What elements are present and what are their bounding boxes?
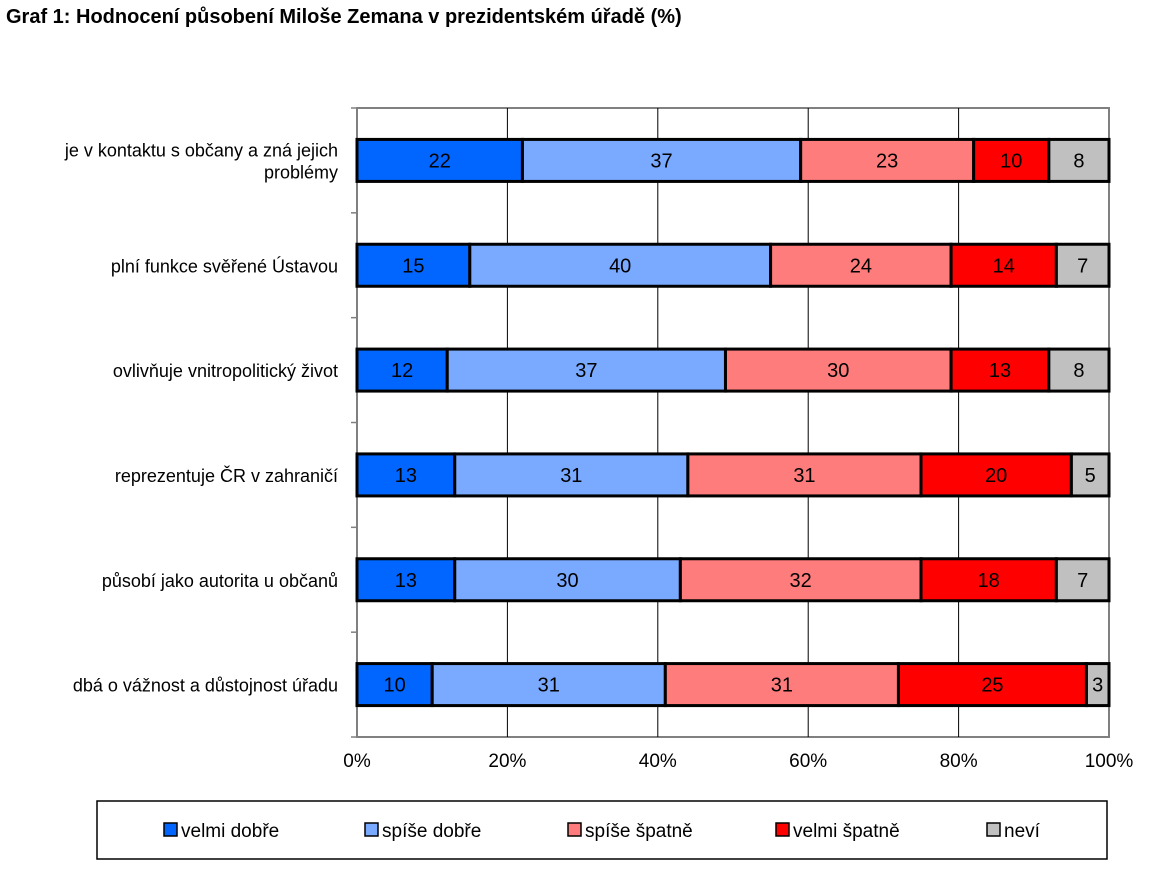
legend-swatch [567, 822, 582, 837]
data-label: 31 [771, 675, 793, 697]
bar-segment [1069, 452, 1111, 498]
bar-segment [919, 452, 1073, 498]
data-label: 31 [538, 675, 560, 697]
legend: velmi dobře spíše dobře spíše špatně velmi … [96, 800, 1108, 860]
data-label: 10 [383, 675, 405, 697]
x-tick-label: 100% [1085, 751, 1134, 772]
data-label: 31 [793, 465, 815, 487]
category-label: působí jako autorita u občanů [102, 571, 338, 591]
data-label: 20 [985, 465, 1007, 487]
x-tick-label: 60% [789, 751, 827, 772]
data-label: 40 [609, 255, 631, 277]
data-label: 37 [650, 150, 672, 172]
data-label: 7 [1077, 570, 1088, 592]
bar-segment [1047, 137, 1111, 183]
bar-segment [1054, 242, 1111, 288]
data-label: 13 [989, 360, 1011, 382]
data-label: 7 [1077, 255, 1088, 277]
legend-swatch [986, 822, 1001, 837]
data-label: 8 [1073, 360, 1084, 382]
category-label: je v kontaktu s občany a zná jejich [64, 140, 338, 160]
data-label: 3 [1092, 675, 1103, 697]
data-label: 31 [560, 465, 582, 487]
data-label: 13 [395, 465, 417, 487]
bar-segment [919, 557, 1058, 603]
data-label: 8 [1073, 150, 1084, 172]
data-label: 25 [981, 675, 1003, 697]
category-label: ovlivňuje vnitropolitický život [113, 361, 338, 381]
category-label: problémy [264, 162, 338, 182]
bar-segment [949, 347, 1051, 393]
data-label: 32 [790, 570, 812, 592]
bar-segment [1084, 662, 1111, 708]
bar-segment [355, 137, 524, 183]
x-tick-label: 80% [940, 751, 978, 772]
category-label: reprezentuje ČR v zahraničí [115, 465, 338, 486]
legend-label: spíše špatně [585, 821, 693, 842]
legend-label: spíše dobře [382, 821, 481, 842]
data-label: 22 [429, 150, 451, 172]
bar-segment [799, 137, 976, 183]
bar-segment [1054, 557, 1111, 603]
data-label: 15 [402, 255, 424, 277]
bar-segment [1047, 347, 1111, 393]
x-tick-label: 40% [639, 751, 677, 772]
data-label: 14 [993, 255, 1015, 277]
x-tick-label: 0% [343, 751, 371, 772]
bar-segment [355, 452, 457, 498]
legend-label: velmi dobře [181, 821, 279, 842]
bar-segment [355, 662, 434, 708]
bar-segment [355, 557, 457, 603]
plot-frame [356, 107, 1110, 738]
bar-segment [949, 242, 1058, 288]
bar-segment [430, 662, 667, 708]
category-label: plní funkce svěřené Ústavou [111, 255, 338, 276]
plot-area: 0% 20% 40% 60% 80% 100% je v kontaktu s občany… [64, 107, 1134, 772]
data-label: 10 [1000, 150, 1022, 172]
legend-label: velmi špatně [793, 821, 900, 842]
x-tick-label: 20% [488, 751, 526, 772]
chart-title: Graf 1: Hodnocení působení Miloše Zemana… [6, 6, 682, 28]
data-label: 23 [876, 150, 898, 172]
legend-box [96, 800, 1108, 860]
data-label: 24 [850, 255, 872, 277]
category-label: dbá o vážnost a důstojnost úřadu [73, 676, 338, 696]
data-label: 18 [978, 570, 1000, 592]
data-label: 12 [391, 360, 413, 382]
legend-swatch [163, 822, 178, 837]
bar-segment [453, 452, 690, 498]
data-label: 13 [395, 570, 417, 592]
data-label: 30 [827, 360, 849, 382]
legend-label: neví [1004, 821, 1041, 842]
legend-swatch [775, 822, 790, 837]
data-label: 30 [556, 570, 578, 592]
bar-segment [723, 347, 953, 393]
data-label: 37 [575, 360, 597, 382]
bar-segment [663, 662, 900, 708]
data-label: 5 [1085, 465, 1096, 487]
legend-swatch [364, 822, 379, 837]
